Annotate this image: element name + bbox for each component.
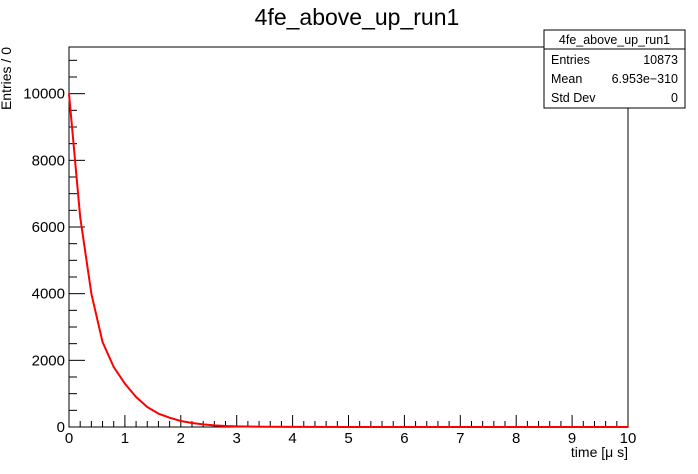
data-point [135, 396, 137, 398]
stats-stddev-label: Std Dev [551, 91, 596, 105]
y-tick-label: 6000 [32, 219, 65, 236]
y-axis-title: Entries / 0 [0, 47, 14, 110]
data-point [291, 426, 294, 428]
data-point [191, 422, 193, 424]
data-point [571, 426, 573, 428]
x-tick-label: 7 [456, 430, 464, 447]
x-axis-title: time [μ s] [571, 444, 628, 460]
data-point [347, 426, 350, 428]
x-axis: 0 1 2 3 4 5 6 7 8 9 10 [65, 415, 637, 447]
series-line [68, 93, 628, 428]
data-point [235, 425, 238, 428]
y-tick-label: 0 [57, 419, 65, 436]
x-tick-label: 1 [121, 430, 129, 447]
data-point [146, 406, 149, 408]
data-point [213, 424, 216, 427]
data-point [403, 426, 406, 428]
x-tick-label: 4 [288, 430, 296, 447]
stats-box: 4fe_above_up_run1 Entries 10873 Mean 6.9… [543, 29, 686, 109]
stats-box-frame [543, 29, 686, 109]
y-tick-label: 2000 [32, 352, 65, 369]
data-point [263, 425, 266, 428]
data-point [459, 426, 462, 428]
data-point [90, 292, 93, 295]
x-tick-label: 10 [620, 430, 637, 447]
x-tick-label: 6 [400, 430, 408, 447]
data-point [627, 426, 629, 428]
data-point [101, 341, 104, 343]
data-point [179, 420, 182, 422]
data-point [79, 216, 82, 218]
x-tick-label: 0 [65, 430, 73, 447]
data-point [124, 382, 126, 385]
stats-entries-value: 10873 [643, 53, 678, 67]
y-axis: 0 2000 4000 6000 8000 10000 [23, 59, 85, 436]
data-point [168, 416, 171, 419]
data-point [157, 412, 160, 415]
data-point [224, 425, 227, 427]
data-point [515, 426, 518, 428]
stats-mean-value: 6.953e−310 [612, 72, 678, 86]
stats-box-title: 4fe_above_up_run1 [559, 33, 670, 47]
y-tick-label: 8000 [32, 152, 65, 169]
data-point [112, 366, 115, 368]
data-point [202, 423, 205, 426]
y-tick-label: 10000 [23, 86, 65, 103]
stats-mean-label: Mean [551, 72, 582, 86]
x-tick-label: 5 [344, 430, 352, 447]
data-point [68, 92, 70, 95]
x-tick-label: 8 [512, 430, 520, 447]
x-tick-label: 9 [568, 430, 576, 447]
x-tick-label: 3 [233, 430, 241, 447]
y-tick-label: 4000 [32, 286, 65, 303]
stats-entries-label: Entries [551, 53, 590, 67]
chart-title: 4fe_above_up_run1 [255, 4, 460, 30]
series-layer [68, 92, 629, 428]
stats-stddev-value: 0 [671, 91, 678, 105]
x-tick-label: 2 [177, 430, 185, 447]
